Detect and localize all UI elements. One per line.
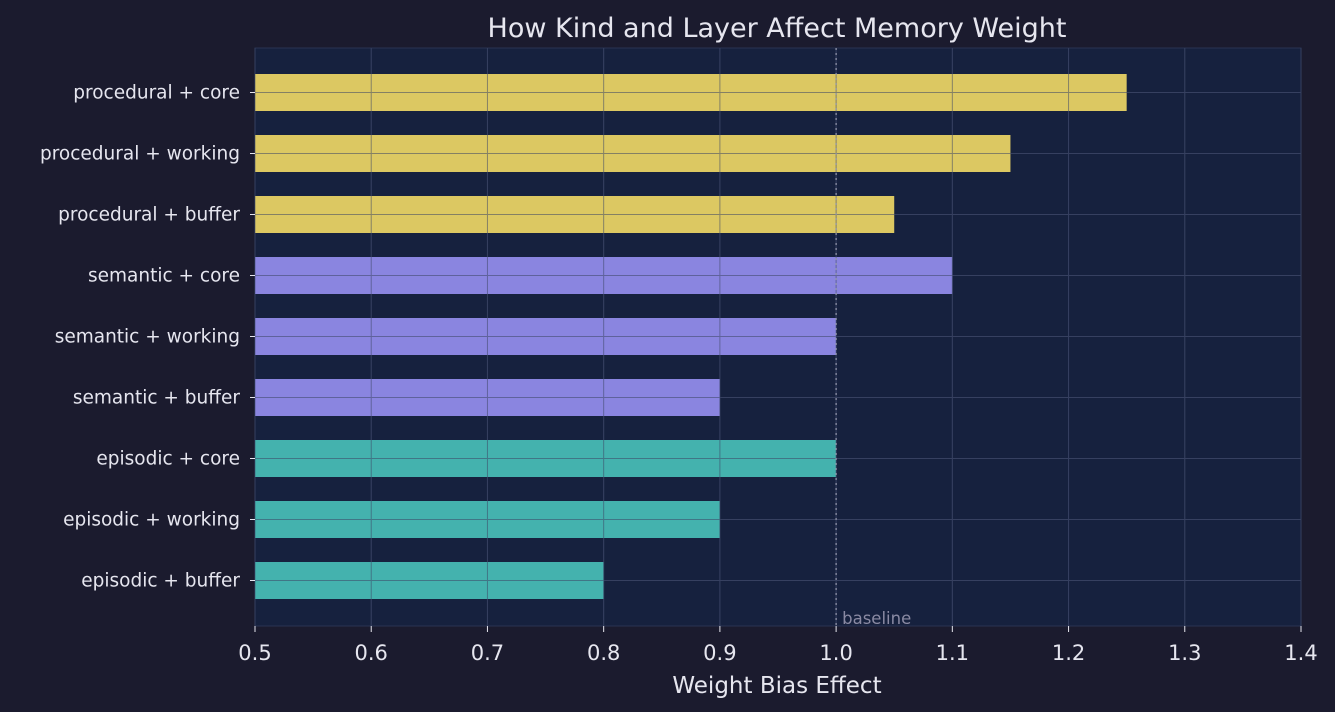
y-tick-label: episodic + buffer <box>81 571 240 592</box>
x-tick-label: 0.7 <box>471 641 504 665</box>
y-tick-label: episodic + core <box>96 449 240 470</box>
x-axis-label: Weight Bias Effect <box>672 673 881 699</box>
y-tick-label: procedural + buffer <box>58 205 240 226</box>
bars <box>254 48 1302 626</box>
y-tick-label: episodic + working <box>63 510 240 531</box>
y-tick-label: semantic + core <box>88 266 240 287</box>
x-tick-label: 0.8 <box>587 641 620 665</box>
y-tick-label: procedural + working <box>40 144 240 165</box>
x-tick-label: 1.0 <box>819 641 852 665</box>
x-tick-label: 0.6 <box>355 641 388 665</box>
x-tick-label: 1.4 <box>1284 641 1317 665</box>
x-tick-label: 0.9 <box>703 641 736 665</box>
y-tick-label: procedural + core <box>73 83 240 104</box>
x-tick-label: 1.1 <box>936 641 969 665</box>
reference-line-group: baseline <box>835 48 911 628</box>
chart-title: How Kind and Layer Affect Memory Weight <box>488 13 1067 44</box>
x-tick-label: 0.5 <box>238 641 271 665</box>
y-tick-label: semantic + working <box>55 327 240 348</box>
x-axis-ticks: 0.5 0.6 0.7 0.8 0.9 1.0 1.1 1.2 1.3 1.4 <box>238 626 1318 665</box>
reference-line-label: baseline <box>842 609 911 628</box>
x-tick-label: 1.2 <box>1052 641 1085 665</box>
y-axis-ticks: procedural + core procedural + working pro… <box>40 83 255 592</box>
x-tick-label: 1.3 <box>1168 641 1201 665</box>
y-tick-label: semantic + buffer <box>73 388 241 409</box>
